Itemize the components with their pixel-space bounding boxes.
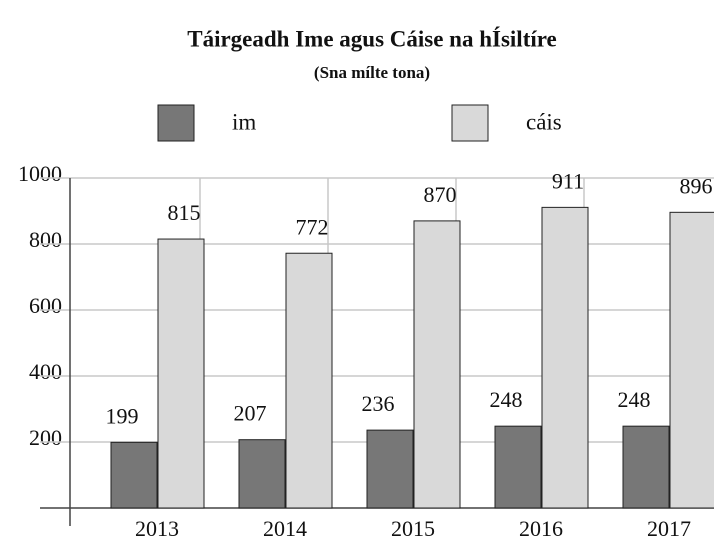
x-tick-label: 2013 [135,516,179,541]
value-label: 870 [424,182,457,207]
value-label: 207 [234,401,267,426]
y-tick-label: 400 [29,359,62,384]
bar [157,238,205,509]
value-label: 248 [618,387,651,412]
legend-label: im [232,109,256,134]
value-label: 896 [680,173,713,198]
bar [541,206,589,509]
value-label: 772 [296,214,329,239]
bar [494,425,542,509]
bar [110,441,158,509]
value-label: 199 [106,403,139,428]
chart-title: Táirgeadh Ime agus Cáise na hÍsiltíre [187,26,557,51]
x-tick-label: 2017 [647,516,691,541]
value-label: 911 [552,168,584,193]
y-tick-label: 600 [29,293,62,318]
x-tick-label: 2016 [519,516,563,541]
value-label: 236 [362,391,395,416]
legend-label: cáis [526,109,562,134]
bar [413,220,461,509]
y-tick-label: 200 [29,425,62,450]
legend-swatch [157,104,195,142]
bar [622,425,670,509]
chart-subtitle: (Sna mílte tona) [314,63,430,82]
value-label: 248 [490,387,523,412]
bar [366,429,414,509]
y-tick-label: 1000 [18,161,62,186]
value-label: 815 [168,200,201,225]
y-tick-label: 800 [29,227,62,252]
bar [669,211,714,509]
bar [285,252,333,509]
legend-swatch [451,104,489,142]
bar [238,439,286,509]
x-tick-label: 2014 [263,516,307,541]
x-tick-label: 2015 [391,516,435,541]
